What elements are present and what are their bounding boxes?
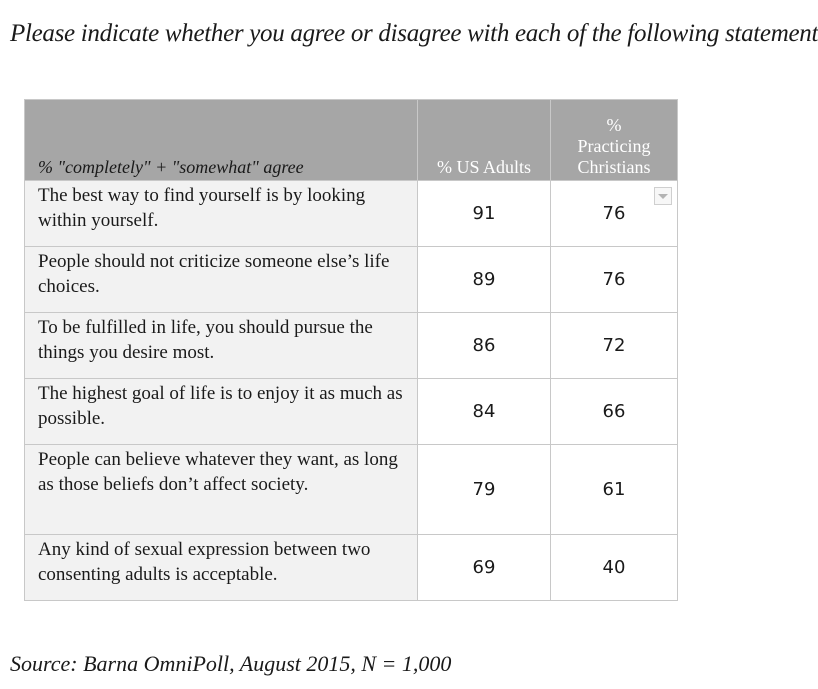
table-row: To be fulfilled in life, you should purs… — [24, 312, 678, 379]
chart-title: Please indicate whether you agree or dis… — [10, 20, 818, 47]
statement-label: People can believe whatever they want, a… — [24, 444, 418, 535]
value-us-adults: 86 — [417, 312, 551, 379]
statement-label: To be fulfilled in life, you should purs… — [24, 312, 418, 379]
value-practicing-christians: 72 — [550, 312, 678, 379]
dropdown-arrow-icon[interactable] — [654, 187, 672, 205]
value-practicing-christians-text: 76 — [602, 203, 626, 224]
table-row: People can believe whatever they want, a… — [24, 444, 678, 535]
value-practicing-christians: 40 — [550, 534, 678, 601]
value-us-adults: 89 — [417, 246, 551, 313]
table-row: The highest goal of life is to enjoy it … — [24, 378, 678, 445]
table-row: People should not criticize someone else… — [24, 246, 678, 313]
column-header-us-adults: % US Adults — [417, 99, 551, 181]
survey-table: % "completely" + "somewhat" agree % US A… — [24, 99, 678, 601]
value-practicing-christians: 61 — [550, 444, 678, 535]
statement-label: The best way to find yourself is by look… — [24, 180, 418, 247]
value-us-adults: 79 — [417, 444, 551, 535]
statement-label: The highest goal of life is to enjoy it … — [24, 378, 418, 445]
source-note: Source: Barna OmniPoll, August 2015, N =… — [10, 651, 452, 676]
table-row: Any kind of sexual expression between tw… — [24, 534, 678, 601]
value-us-adults: 91 — [417, 180, 551, 247]
statement-label: Any kind of sexual expression between tw… — [24, 534, 418, 601]
column-header-practicing-christians: % Practicing Christians — [550, 99, 678, 181]
table-header-row: % "completely" + "somewhat" agree % US A… — [24, 99, 678, 181]
value-practicing-christians: 66 — [550, 378, 678, 445]
dropdown-triangle — [658, 193, 668, 199]
row-header-label: % "completely" + "somewhat" agree — [24, 99, 418, 181]
value-practicing-christians: 76 — [550, 246, 678, 313]
value-us-adults: 84 — [417, 378, 551, 445]
table-row: The best way to find yourself is by look… — [24, 180, 678, 247]
value-us-adults: 69 — [417, 534, 551, 601]
value-practicing-christians: 76 — [550, 180, 678, 247]
statement-label: People should not criticize someone else… — [24, 246, 418, 313]
column-header-practicing-christians-text: % Practicing Christians — [577, 115, 651, 177]
